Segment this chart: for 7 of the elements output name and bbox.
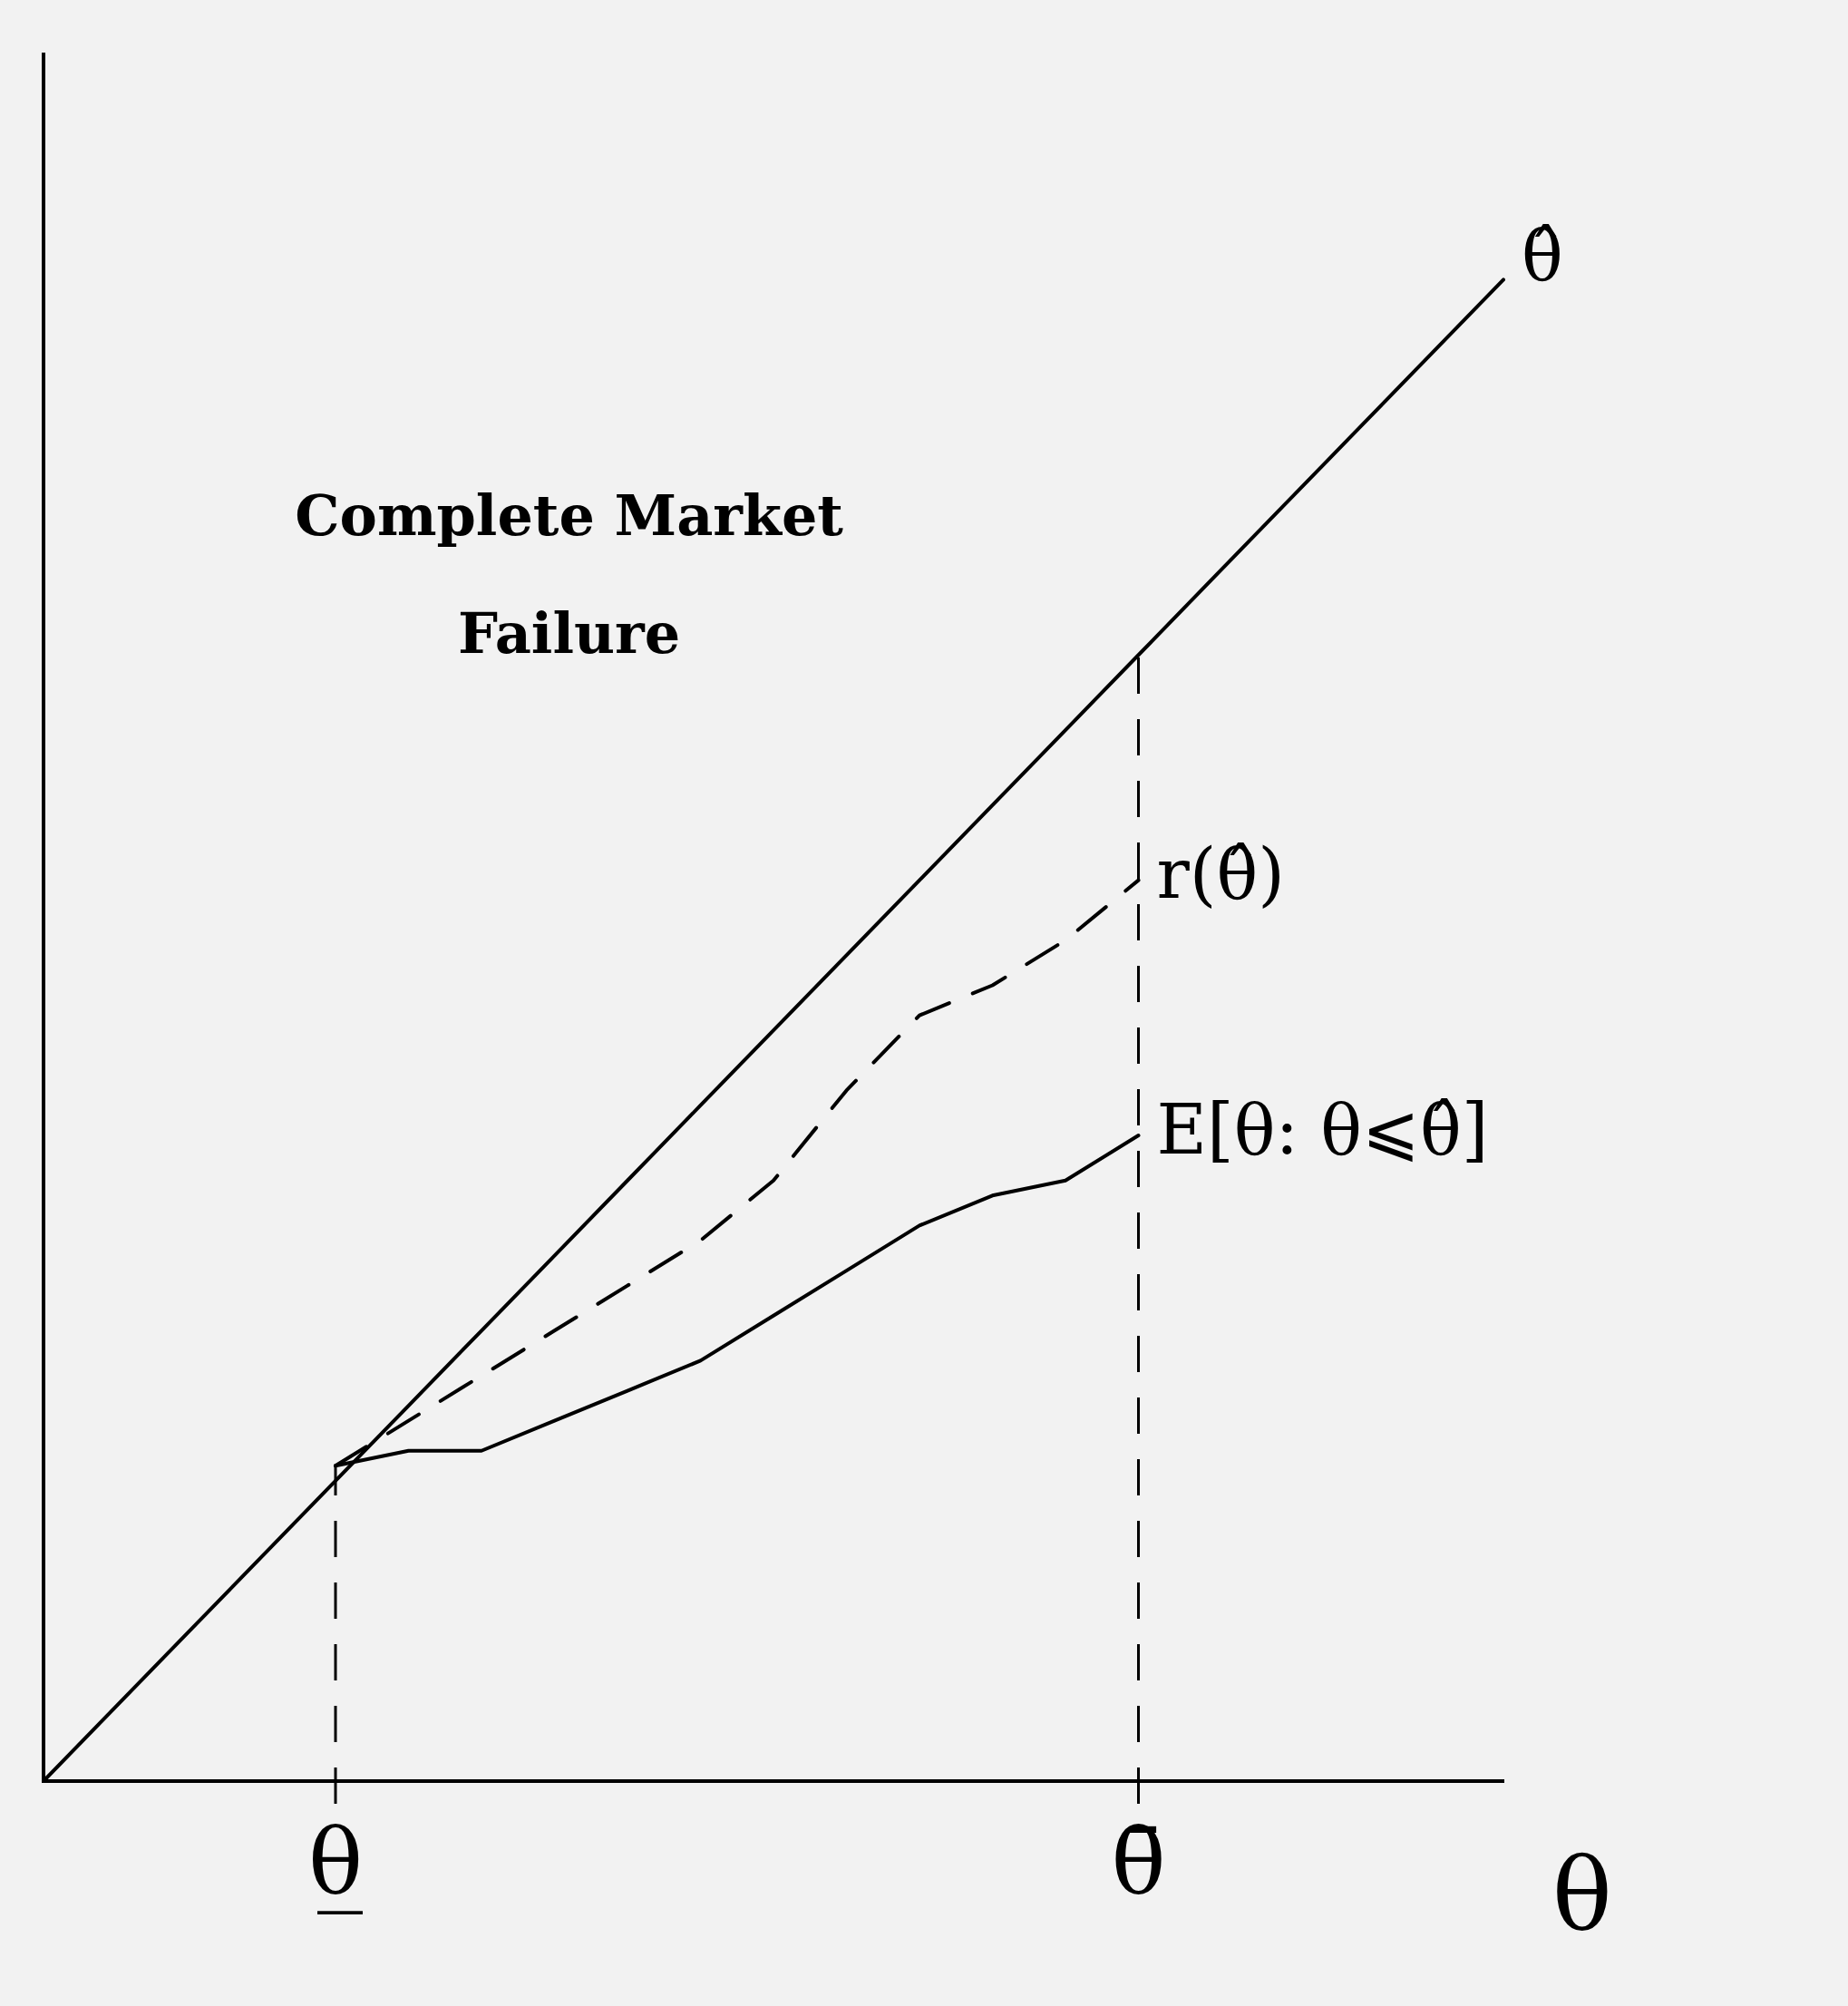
x-tick-label: θ̄ <box>1111 1808 1166 1915</box>
series-label: r(θ̂) <box>1156 833 1285 915</box>
x-axis-title: θ <box>1551 1836 1612 1953</box>
series-label: E[θ: θ⩽θ̂] <box>1156 1088 1489 1170</box>
annotation: Complete Market Failure <box>295 482 844 667</box>
series-label: θ̂ <box>1522 215 1563 297</box>
x-tick-label: θ̲ <box>307 1808 364 1915</box>
